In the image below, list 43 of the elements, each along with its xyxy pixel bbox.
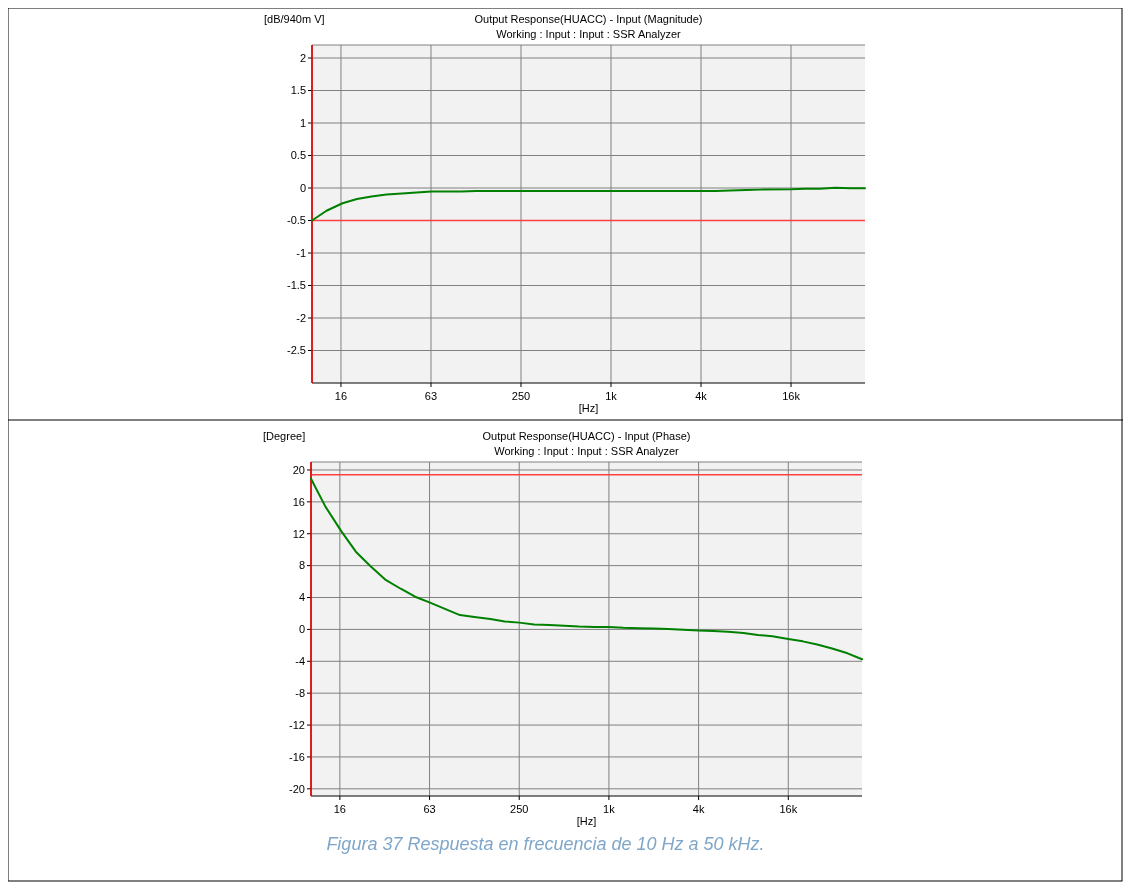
x-tick-label: 4k bbox=[692, 803, 705, 815]
y-tick-label: 4 bbox=[298, 591, 305, 604]
y-tick-label: -1.5 bbox=[287, 279, 306, 292]
y-tick-label: 1 bbox=[299, 116, 306, 129]
y-tick-label: -2.5 bbox=[287, 344, 306, 357]
chart-title: Output Response(HUACC) - Input (Phase) bbox=[482, 430, 691, 442]
y-axis-title: [Degree] bbox=[263, 430, 306, 442]
x-tick-label: 63 bbox=[424, 390, 438, 402]
y-tick-label: -8 bbox=[295, 687, 305, 700]
y-tick-label: -20 bbox=[289, 782, 305, 795]
y-tick-label: 1.5 bbox=[290, 84, 306, 97]
y-tick-label: 8 bbox=[298, 559, 305, 572]
y-tick-label: -2 bbox=[296, 311, 306, 324]
x-axis-title: [Hz] bbox=[578, 402, 599, 414]
x-tick-label: 16k bbox=[782, 390, 801, 402]
text: Figura 37 Respuesta en frecuencia de 10 Hz a 50 kHz. bbox=[326, 834, 765, 854]
chart-subtitle: Working : Input : Input : SSR Analyzer bbox=[496, 28, 682, 40]
x-axis-title: [Hz] bbox=[576, 815, 597, 827]
y-tick-label: 2 bbox=[299, 51, 306, 64]
x-tick-label: 16k bbox=[779, 803, 798, 815]
y-tick-label: 0 bbox=[298, 623, 305, 636]
x-tick-label: 250 bbox=[510, 803, 529, 815]
y-axis-title: [dB/940m V] bbox=[264, 13, 325, 25]
y-tick-label: -4 bbox=[295, 655, 305, 668]
x-tick-label: 250 bbox=[511, 390, 531, 402]
x-tick-label: 16 bbox=[334, 390, 348, 402]
y-tick-label: 20 bbox=[292, 463, 305, 476]
y-tick-label: 16 bbox=[292, 495, 305, 508]
y-tick-label: 12 bbox=[292, 527, 305, 540]
x-tick-label: 1k bbox=[605, 390, 618, 402]
line-series bbox=[310, 477, 863, 661]
x-tick-label: 63 bbox=[423, 803, 436, 815]
x-tick-label: 1k bbox=[603, 803, 616, 815]
chart-title: Output Response(HUACC) - Input (Magnitude) bbox=[474, 13, 703, 25]
y-tick-label: -1 bbox=[296, 246, 306, 259]
x-tick-label: 16 bbox=[333, 803, 346, 815]
chart-subtitle: Working : Input : Input : SSR Analyzer bbox=[494, 445, 680, 457]
y-tick-label: -0.5 bbox=[287, 214, 306, 227]
x-tick-label: 4k bbox=[695, 390, 708, 402]
y-tick-label: -12 bbox=[289, 718, 305, 731]
y-tick-label: 0 bbox=[299, 181, 306, 194]
y-tick-label: -16 bbox=[289, 750, 305, 763]
y-tick-label: 0.5 bbox=[290, 149, 306, 162]
